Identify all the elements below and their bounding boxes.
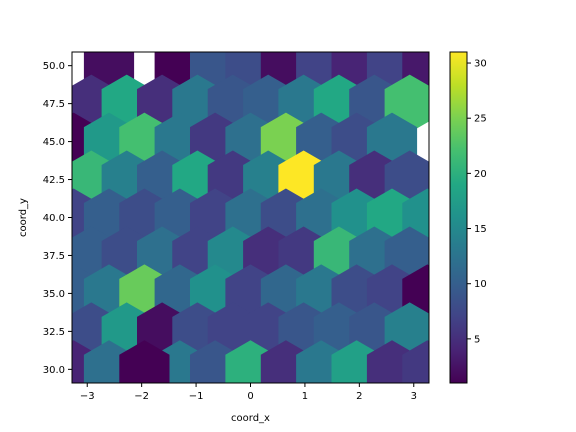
y-tick-label: 40.0 xyxy=(43,213,65,224)
hex-layer xyxy=(72,52,429,383)
colorbar-tick-label: 30 xyxy=(474,59,487,70)
x-tick-label: 1 xyxy=(302,391,308,402)
y-tick-label: 45.0 xyxy=(43,137,65,148)
colorbar-tick-label: 25 xyxy=(474,114,487,125)
x-axis: −3 −2 −1 0 1 2 3 xyxy=(80,383,417,402)
y-axis-label: coord_y xyxy=(18,198,29,237)
x-tick-label: −3 xyxy=(80,391,95,402)
y-tick-label: 30.0 xyxy=(43,365,65,376)
colorbar-ticks: 5 10 15 20 25 30 xyxy=(467,59,487,345)
hex-bin xyxy=(119,340,170,383)
y-tick-label: 50.0 xyxy=(43,61,65,72)
x-tick-label: 3 xyxy=(411,391,417,402)
x-tick-label: 0 xyxy=(247,391,253,402)
y-tick-label: 35.0 xyxy=(43,289,65,300)
hex-bin xyxy=(402,340,429,383)
y-axis: 30.0 32.5 35.0 37.5 40.0 42.5 45.0 47.5 50.0 xyxy=(43,61,72,376)
x-tick-label: 2 xyxy=(356,391,362,402)
y-tick-label: 32.5 xyxy=(43,327,65,338)
x-tick-label: −2 xyxy=(134,391,149,402)
y-tick-label: 37.5 xyxy=(43,251,65,262)
colorbar-tick-label: 15 xyxy=(474,224,487,235)
y-tick-label: 42.5 xyxy=(43,175,65,186)
x-tick-label: −1 xyxy=(189,391,204,402)
colorbar-tick-label: 5 xyxy=(474,334,480,345)
colorbar-tick-label: 20 xyxy=(474,169,487,180)
colorbar-frame xyxy=(449,51,468,384)
x-axis-label: coord_x xyxy=(231,413,270,424)
y-tick-label: 47.5 xyxy=(43,99,65,110)
colorbar-tick-label: 10 xyxy=(474,279,487,290)
colorbar xyxy=(450,52,467,383)
